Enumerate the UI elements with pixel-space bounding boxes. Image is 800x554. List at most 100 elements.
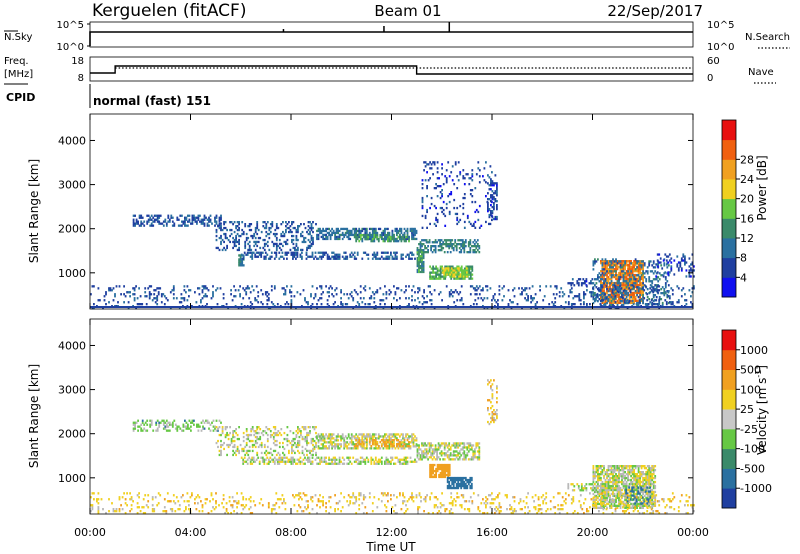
- scatter-cell: [619, 301, 622, 304]
- scatter-cell: [645, 292, 648, 295]
- scatter-cell: [595, 282, 598, 285]
- scatter-cell: [462, 271, 465, 274]
- scatter-cell: [242, 297, 245, 300]
- scatter-cell: [359, 462, 362, 465]
- scatter-cell: [430, 163, 433, 166]
- scatter-cell: [604, 280, 607, 283]
- scatter-cell: [622, 294, 625, 297]
- scatter-cell: [325, 460, 327, 463]
- scatter-cell: [328, 233, 330, 237]
- scatter-cell: [652, 296, 655, 299]
- scatter-cell: [438, 463, 440, 467]
- scatter-cell: [433, 275, 436, 278]
- scatter-cell: [313, 439, 316, 443]
- scatter-cell: [399, 462, 401, 465]
- scatter-cell: [467, 241, 470, 244]
- scatter-cell: [260, 251, 263, 254]
- scatter-cell: [171, 421, 174, 424]
- scatter-cell: [242, 458, 245, 461]
- scatter-cell: [224, 236, 227, 240]
- scatter-cell: [589, 303, 591, 306]
- scatter-cell: [491, 190, 494, 193]
- scatter-cell: [658, 303, 661, 306]
- scatter-cell: [359, 445, 362, 448]
- scatter-cell: [261, 303, 264, 306]
- scatter-cell: [185, 224, 188, 227]
- scatter-cell: [343, 443, 346, 446]
- scatter-cell: [253, 433, 256, 437]
- scatter-cell: [314, 255, 317, 258]
- scatter-cell: [312, 240, 314, 244]
- scatter-cell: [272, 449, 275, 453]
- scatter-cell: [292, 221, 295, 224]
- scatter-cell: [303, 428, 305, 431]
- scatter-cell: [604, 264, 607, 267]
- scatter-cell: [642, 272, 644, 275]
- scatter-cell: [488, 381, 491, 384]
- scatter-cell: [223, 246, 225, 250]
- scatter-cell: [274, 439, 277, 443]
- scatter-cell: [255, 458, 258, 461]
- scatter-cell: [460, 239, 463, 242]
- scatter-cell: [436, 450, 438, 453]
- scatter-cell: [487, 192, 489, 195]
- scatter-cell: [693, 285, 695, 288]
- scatter-cell: [601, 272, 604, 275]
- scatter-cell: [628, 285, 631, 289]
- scatter-cell: [215, 441, 218, 445]
- scatter-cell: [601, 281, 604, 285]
- scatter-cell: [521, 291, 523, 294]
- scatter-cell: [592, 298, 595, 301]
- scatter-cell: [470, 486, 473, 490]
- scatter-cell: [604, 301, 607, 304]
- scatter-cell: [185, 216, 188, 219]
- scatter-cell: [297, 238, 299, 242]
- scatter-cell: [248, 445, 251, 449]
- scatter-cell: [275, 439, 278, 443]
- scatter-cell: [309, 244, 311, 248]
- scatter-cell: [433, 241, 435, 244]
- scatter-cell: [664, 276, 667, 279]
- nsky-line: [89, 31, 693, 46]
- scatter-cell: [429, 467, 431, 471]
- scatter-cell: [452, 269, 455, 272]
- scatter-cell: [290, 299, 293, 302]
- scatter-cell: [349, 233, 352, 237]
- scatter-cell: [642, 262, 644, 265]
- scatter-cell: [337, 255, 339, 258]
- scatter-cell: [155, 214, 158, 217]
- scatter-cell: [415, 443, 418, 446]
- scatter-cell: [230, 293, 232, 296]
- scatter-cell: [649, 280, 652, 283]
- scatter-cell: [295, 234, 298, 238]
- scatter-cell: [376, 460, 379, 463]
- scatter-cell: [459, 275, 462, 278]
- scatter-cell: [652, 266, 655, 269]
- scatter-cell: [365, 441, 368, 444]
- scatter-cell: [306, 248, 308, 252]
- scatter-cell: [245, 437, 248, 441]
- scatter-cell: [497, 307, 499, 310]
- scatter-cell: [365, 456, 368, 459]
- scatter-cell: [364, 229, 367, 233]
- scatter-cell: [282, 445, 284, 449]
- scatter-cell: [418, 452, 420, 455]
- scatter-cell: [269, 223, 272, 226]
- scatter-cell: [204, 287, 207, 290]
- scatter-cell: [371, 441, 374, 444]
- scatter-cell: [367, 433, 370, 436]
- scatter-cell: [264, 458, 267, 461]
- scatter-cell: [299, 255, 302, 258]
- scatter-cell: [385, 439, 388, 442]
- scatter-cell: [621, 270, 623, 273]
- scatter-cell: [597, 300, 599, 303]
- scatter-cell: [200, 421, 203, 424]
- scatter-cell: [285, 437, 287, 441]
- scatter-cell: [230, 289, 232, 292]
- scatter-cell: [335, 257, 338, 260]
- scatter-cell: [415, 229, 418, 233]
- scatter-cell: [452, 273, 455, 276]
- scatter-cell: [466, 271, 469, 274]
- scatter-cell: [197, 423, 200, 426]
